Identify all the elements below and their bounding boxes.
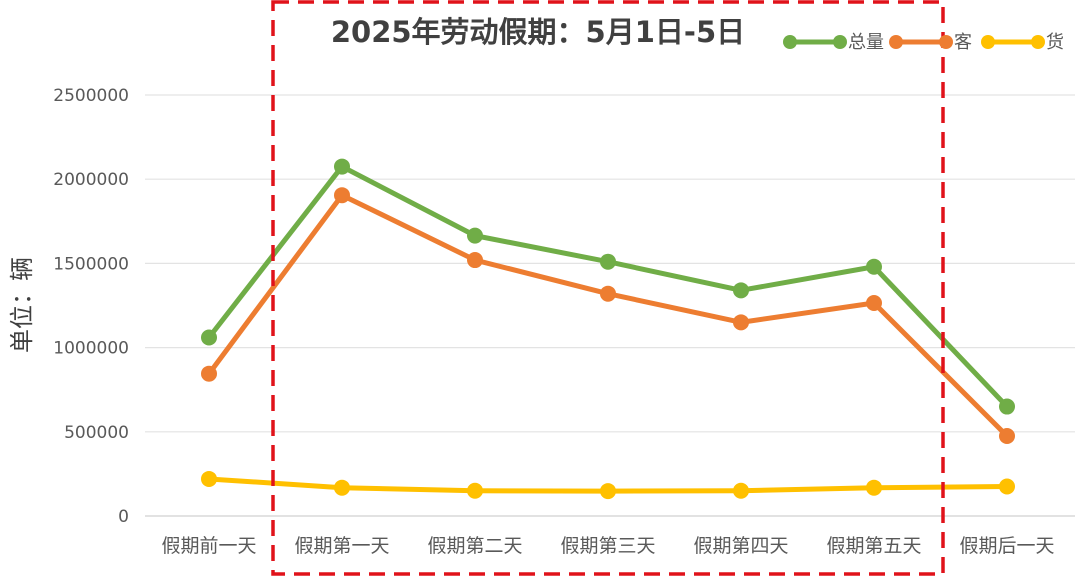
legend: 总量 客 货 xyxy=(783,32,1064,53)
highlight-dashed-box xyxy=(271,0,945,576)
y-tick-label: 2000000 xyxy=(53,170,129,190)
y-tick-label: 500000 xyxy=(64,423,129,443)
x-axis-category-labels: 假期前一天 假期第一天 假期第二天 假期第三天 假期第四天 假期第五天 假期后一天 xyxy=(161,535,1054,557)
x-tick-label: 假期后一天 xyxy=(959,535,1054,557)
legend-item: 货 xyxy=(981,32,1064,53)
data-point xyxy=(334,158,350,175)
legend-item: 客 xyxy=(889,32,972,53)
legend-item: 总量 xyxy=(783,32,884,53)
legend-label: 总量 xyxy=(848,32,884,53)
gridlines xyxy=(145,94,1075,517)
x-tick-label: 假期第四天 xyxy=(693,535,788,557)
data-point xyxy=(467,482,483,499)
data-point xyxy=(467,252,483,269)
y-tick-label: 1000000 xyxy=(53,339,129,359)
data-point xyxy=(600,483,616,500)
series-0 xyxy=(201,158,1015,415)
legend-label: 货 xyxy=(1046,32,1064,53)
series-group xyxy=(201,158,1015,500)
data-point xyxy=(733,482,749,499)
series-2 xyxy=(201,470,1015,500)
y-tick-label: 1500000 xyxy=(53,254,129,274)
data-point xyxy=(733,282,749,299)
data-point xyxy=(201,365,217,382)
legend-marker xyxy=(889,35,903,49)
data-point xyxy=(866,294,882,311)
data-point xyxy=(334,187,350,204)
data-point xyxy=(999,398,1015,415)
x-tick-label: 假期第二天 xyxy=(427,535,522,557)
x-tick-label: 假期第五天 xyxy=(826,535,921,557)
legend-marker xyxy=(939,35,953,49)
data-point xyxy=(201,470,217,487)
data-point xyxy=(733,314,749,331)
y-tick-label: 2500000 xyxy=(53,86,129,106)
data-point xyxy=(866,258,882,275)
data-point xyxy=(600,253,616,270)
series-1 xyxy=(201,187,1015,445)
data-point xyxy=(600,285,616,302)
y-tick-label: 0 xyxy=(118,507,129,527)
y-axis-tick-labels: 0 500000 1000000 1500000 2000000 2500000 xyxy=(53,86,129,527)
legend-marker xyxy=(1031,35,1045,49)
x-tick-label: 假期第一天 xyxy=(294,535,389,557)
legend-marker xyxy=(981,35,995,49)
data-point xyxy=(999,478,1015,495)
legend-label: 客 xyxy=(954,32,972,53)
legend-marker xyxy=(833,35,847,49)
x-tick-label: 假期第三天 xyxy=(560,535,655,557)
x-tick-label: 假期前一天 xyxy=(161,535,256,557)
data-point xyxy=(866,479,882,496)
chart-title: 2025年劳动假期：5月1日-5日 xyxy=(331,15,745,49)
data-point xyxy=(334,479,350,496)
data-point xyxy=(467,227,483,244)
data-point xyxy=(999,428,1015,445)
legend-marker xyxy=(783,35,797,49)
series-line xyxy=(206,192,1010,439)
data-point xyxy=(201,329,217,346)
y-axis-label: 单位：辆 xyxy=(8,257,36,353)
